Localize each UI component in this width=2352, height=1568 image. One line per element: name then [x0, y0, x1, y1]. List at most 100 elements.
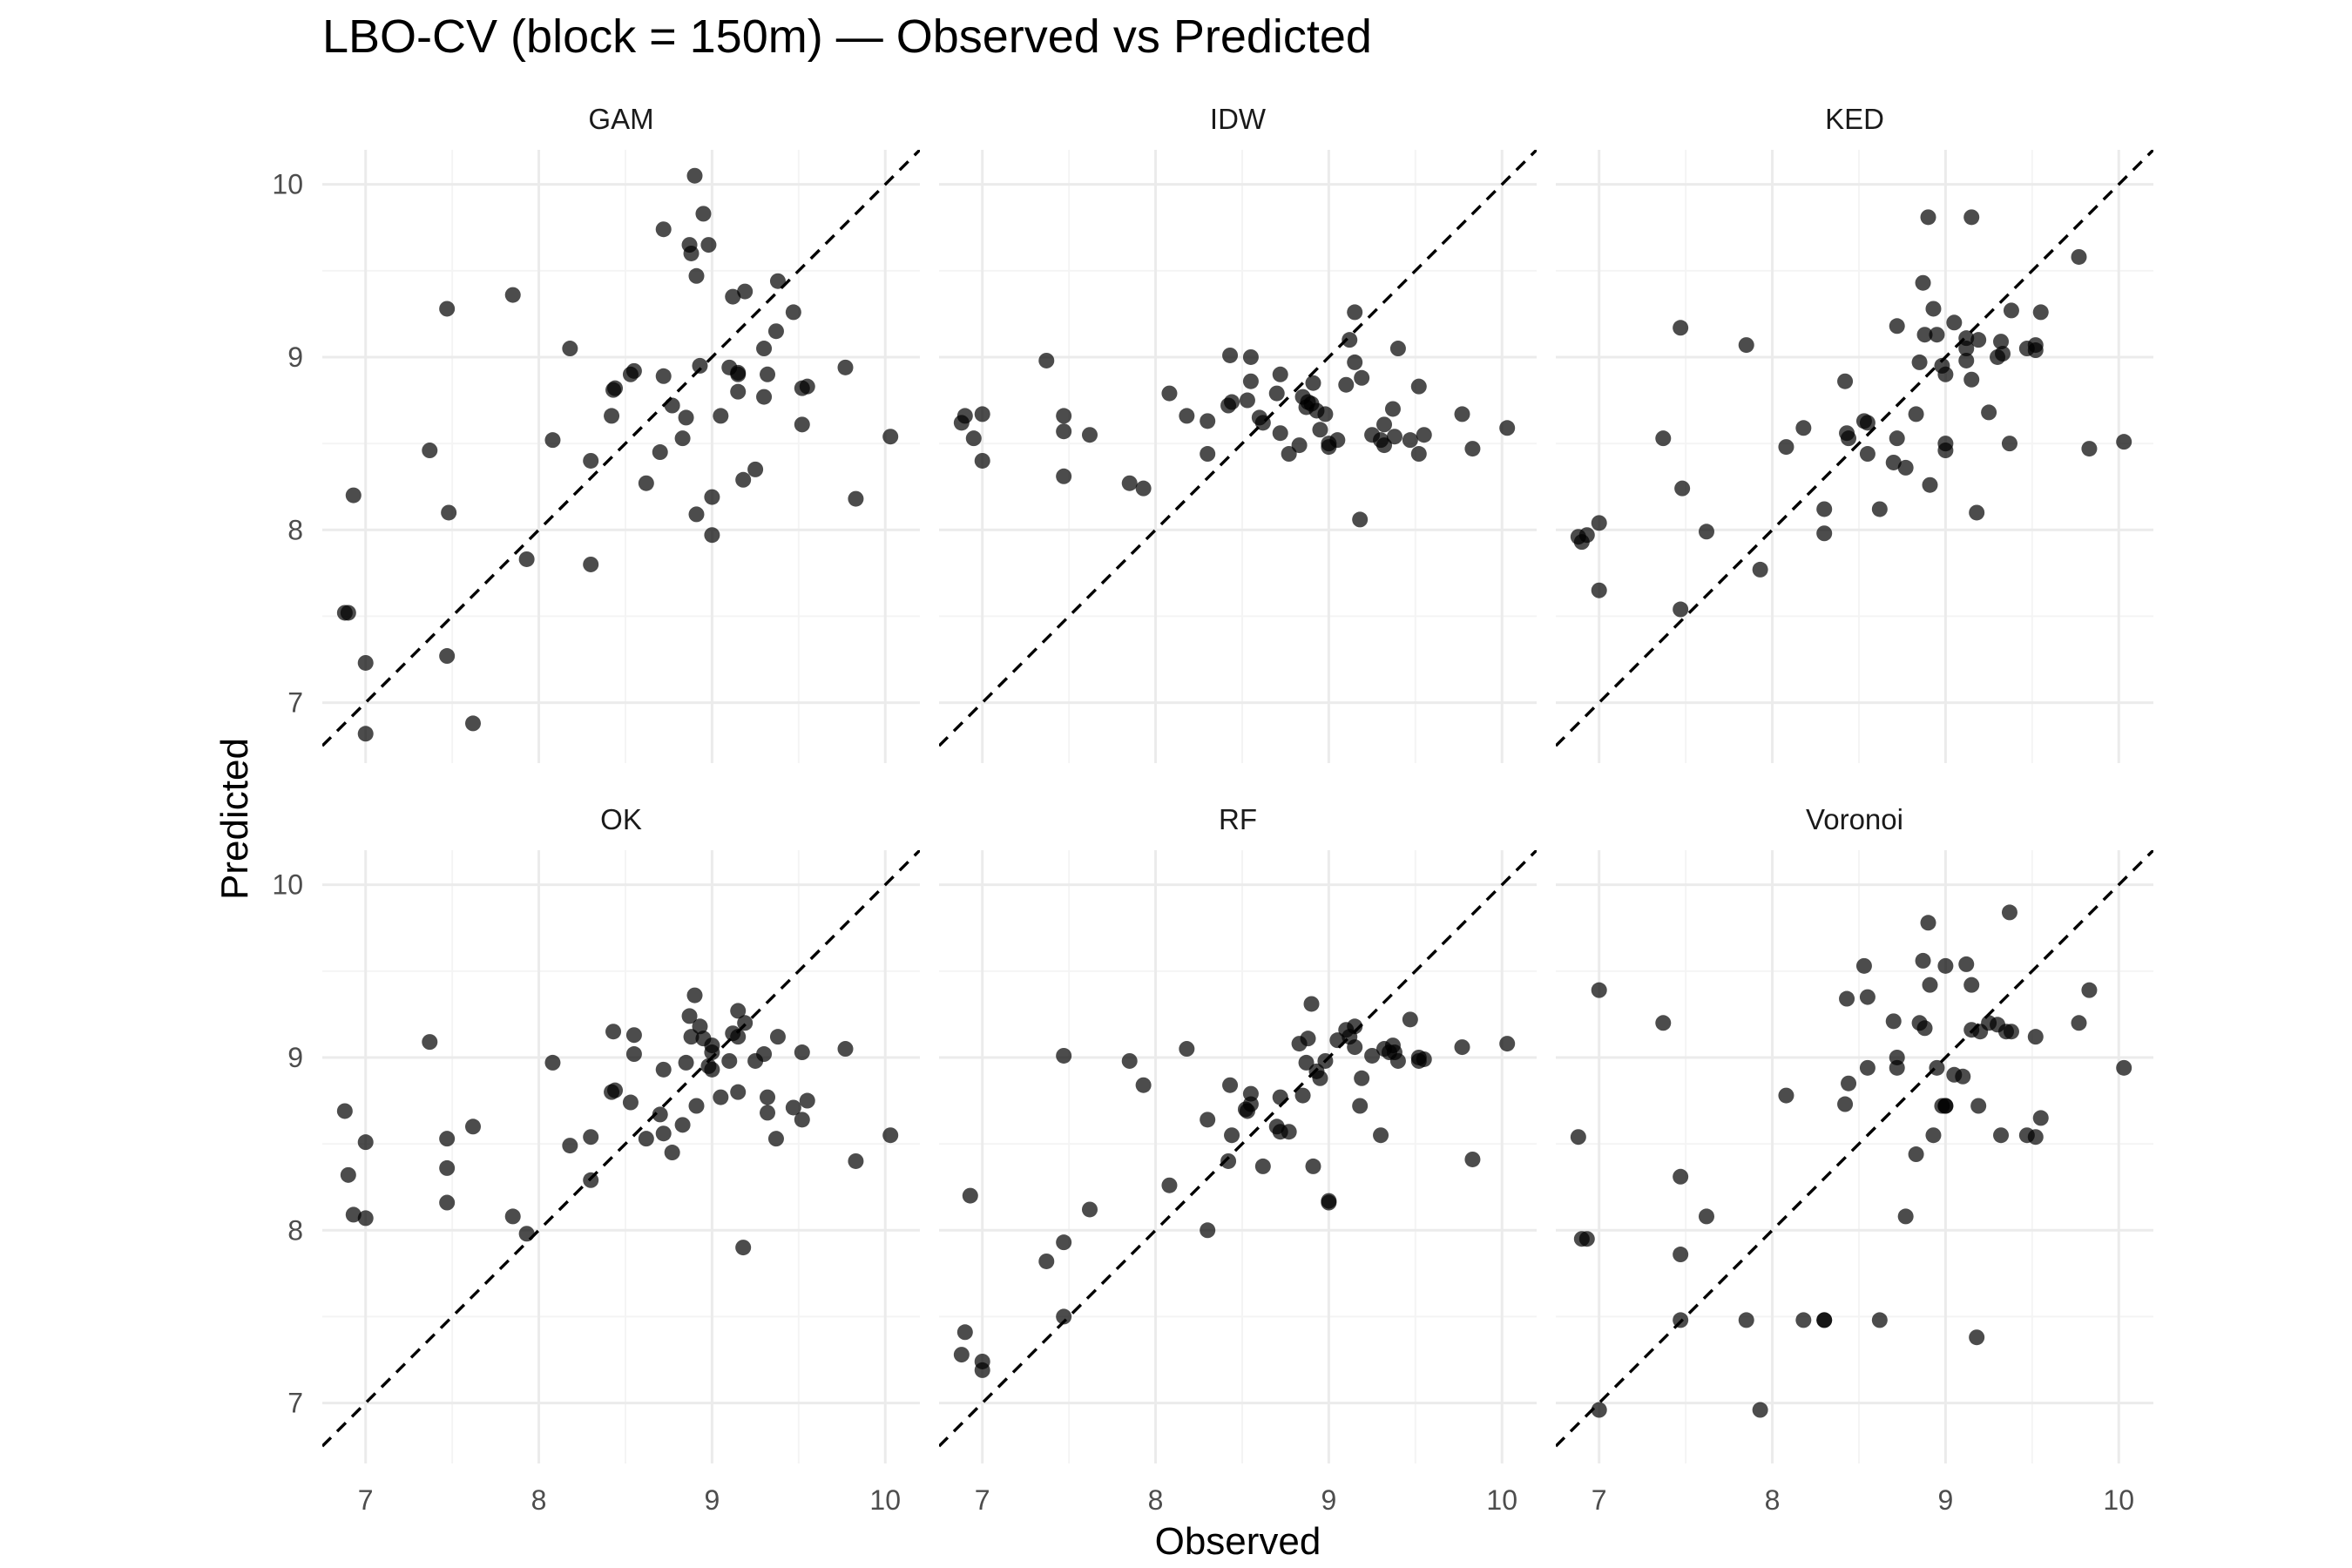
data-point [1673, 1312, 1689, 1328]
data-point [1958, 341, 1975, 357]
data-point [794, 1044, 810, 1061]
data-point [686, 987, 703, 1004]
data-point [837, 359, 854, 375]
data-point [760, 366, 776, 382]
data-point [1317, 1052, 1334, 1069]
data-point [1795, 1312, 1812, 1328]
data-point [686, 167, 703, 184]
data-point [1752, 561, 1768, 578]
data-point [1674, 480, 1691, 497]
y-tick-label: 7 [287, 1388, 303, 1419]
data-point [1376, 437, 1393, 454]
data-point [1591, 515, 1607, 531]
data-point [345, 1206, 362, 1223]
data-point [357, 1134, 374, 1151]
data-point [2001, 904, 2017, 921]
data-point [544, 432, 561, 449]
data-point [544, 1054, 561, 1071]
data-point [1291, 437, 1308, 454]
data-point [652, 1106, 668, 1123]
data-point [1237, 1101, 1254, 1118]
y-tick-label: 10 [272, 869, 303, 901]
data-point [794, 1112, 810, 1128]
data-point [1916, 1020, 1933, 1037]
data-point [583, 452, 599, 469]
identity-reference-line [322, 150, 920, 747]
data-point [1885, 454, 1902, 470]
data-point [674, 430, 691, 447]
data-point [1673, 601, 1689, 618]
data-point [756, 389, 773, 405]
x-tick-label: 8 [1765, 1484, 1781, 1516]
data-point [2001, 436, 2017, 452]
data-point [1908, 1146, 1924, 1163]
data-point [1839, 990, 1855, 1007]
data-point [604, 408, 620, 424]
data-point [1303, 996, 1320, 1012]
data-point [638, 1131, 654, 1147]
data-point [439, 648, 456, 665]
data-point [1329, 1032, 1346, 1049]
data-point [760, 1089, 776, 1105]
data-point [737, 1015, 754, 1031]
y-tick-label: 9 [287, 341, 303, 373]
data-point [439, 1131, 456, 1147]
data-point [756, 1046, 773, 1063]
data-point [1937, 366, 1954, 382]
data-point [1056, 408, 1072, 424]
data-point [674, 1117, 691, 1133]
data-point [1338, 376, 1355, 393]
data-point [1317, 406, 1334, 422]
data-point [1958, 956, 1975, 972]
data-point [1841, 1075, 1857, 1092]
data-point [1963, 977, 1980, 993]
data-point [664, 397, 680, 414]
data-point [1410, 378, 1427, 395]
data-point [1268, 385, 1285, 402]
data-point [962, 1187, 978, 1204]
data-point [1312, 422, 1328, 438]
data-point [730, 1029, 747, 1045]
data-point [2081, 441, 2098, 457]
data-point [1179, 1041, 1195, 1058]
data-point [1816, 501, 1833, 517]
data-point [638, 475, 654, 491]
data-point [607, 1082, 624, 1098]
data-point [1464, 1151, 1481, 1167]
data-point [767, 1131, 784, 1147]
data-point [1837, 373, 1854, 389]
data-point [1993, 334, 2010, 350]
data-point [1897, 459, 1914, 476]
data-point [769, 273, 786, 289]
facet-label: IDW [1210, 103, 1267, 135]
data-point [625, 1027, 642, 1044]
data-point [1915, 274, 1931, 291]
data-point [1347, 1039, 1363, 1056]
data-point [1056, 1047, 1072, 1064]
data-point [1352, 1098, 1369, 1114]
data-point [882, 1127, 899, 1144]
data-point [1347, 354, 1363, 370]
data-point [785, 1099, 801, 1116]
data-point [1300, 1031, 1316, 1047]
data-point [837, 1041, 854, 1058]
data-point [1305, 1158, 1321, 1174]
identity-reference-line [1556, 850, 2153, 1448]
identity-reference-line [322, 850, 920, 1448]
data-point [1329, 432, 1346, 449]
data-point [1981, 404, 1997, 421]
data-point [1354, 369, 1370, 386]
data-point [2003, 1024, 2019, 1040]
data-point [1224, 394, 1240, 410]
data-point [1591, 582, 1607, 598]
data-point [704, 1037, 720, 1054]
data-point [1321, 1194, 1337, 1211]
data-point [1889, 1059, 1905, 1076]
data-point [1200, 413, 1216, 429]
data-point [1081, 427, 1098, 443]
data-point [767, 323, 784, 340]
data-point [340, 605, 356, 621]
data-point [1922, 977, 1938, 993]
data-point [953, 1347, 970, 1363]
data-point [1376, 416, 1393, 433]
